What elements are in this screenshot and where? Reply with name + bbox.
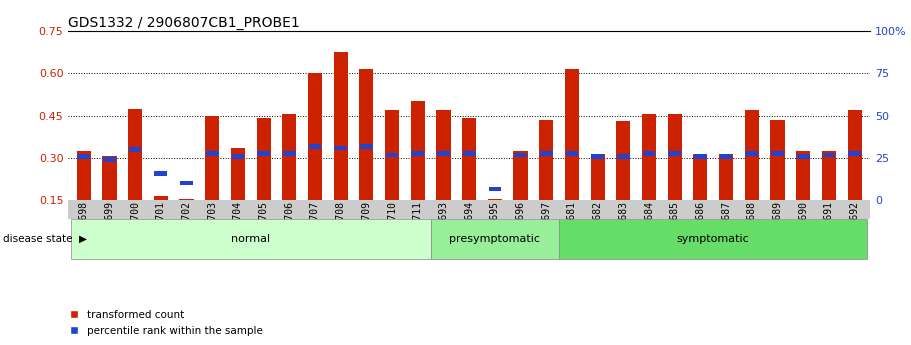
- Bar: [411, 101, 425, 200]
- Bar: [848, 151, 861, 156]
- Bar: [616, 121, 630, 200]
- Bar: [128, 109, 142, 200]
- Bar: [155, 171, 168, 176]
- Bar: [231, 154, 244, 159]
- Bar: [437, 151, 450, 156]
- Bar: [230, 148, 245, 200]
- Bar: [462, 118, 476, 200]
- Bar: [257, 151, 270, 156]
- Bar: [206, 151, 219, 156]
- Bar: [488, 187, 501, 191]
- Bar: [385, 110, 399, 200]
- Bar: [77, 154, 90, 159]
- Bar: [179, 199, 193, 200]
- Bar: [359, 69, 374, 200]
- Bar: [822, 151, 836, 200]
- Bar: [590, 154, 605, 200]
- Legend: transformed count, percentile rank within the sample: transformed count, percentile rank withi…: [65, 306, 268, 340]
- Bar: [771, 120, 784, 200]
- Bar: [642, 151, 655, 156]
- Bar: [565, 69, 579, 200]
- Bar: [745, 110, 759, 200]
- Bar: [205, 116, 220, 200]
- Bar: [797, 154, 810, 159]
- Bar: [591, 154, 604, 159]
- Bar: [539, 120, 553, 200]
- Bar: [719, 154, 733, 200]
- Text: presymptomatic: presymptomatic: [449, 234, 540, 244]
- Bar: [385, 153, 398, 157]
- Bar: [334, 146, 347, 150]
- Bar: [102, 156, 117, 200]
- Text: disease state  ▶: disease state ▶: [3, 234, 87, 244]
- Bar: [668, 114, 681, 200]
- Bar: [154, 196, 168, 200]
- Bar: [720, 154, 732, 159]
- Bar: [694, 154, 707, 159]
- Bar: [77, 151, 91, 200]
- Bar: [540, 151, 553, 156]
- Bar: [487, 199, 502, 200]
- Text: normal: normal: [231, 234, 271, 244]
- Bar: [257, 118, 271, 200]
- Bar: [642, 114, 656, 200]
- Bar: [796, 151, 810, 200]
- Bar: [771, 151, 783, 156]
- Bar: [282, 114, 296, 200]
- Bar: [180, 181, 193, 186]
- Bar: [693, 154, 708, 200]
- Bar: [412, 151, 425, 156]
- Bar: [128, 147, 141, 152]
- Bar: [823, 153, 835, 157]
- Text: symptomatic: symptomatic: [677, 234, 750, 244]
- Bar: [566, 151, 578, 156]
- Bar: [847, 110, 862, 200]
- Bar: [514, 151, 527, 200]
- Bar: [436, 110, 451, 200]
- Bar: [669, 151, 681, 156]
- Bar: [283, 151, 296, 156]
- Bar: [103, 157, 116, 161]
- Text: GDS1332 / 2906807CB1_PROBE1: GDS1332 / 2906807CB1_PROBE1: [68, 16, 300, 30]
- Bar: [617, 154, 630, 159]
- Bar: [308, 73, 322, 200]
- Bar: [745, 151, 758, 156]
- Bar: [309, 144, 322, 149]
- Bar: [333, 52, 348, 200]
- Bar: [360, 144, 373, 149]
- Bar: [463, 151, 476, 156]
- Bar: [514, 153, 527, 157]
